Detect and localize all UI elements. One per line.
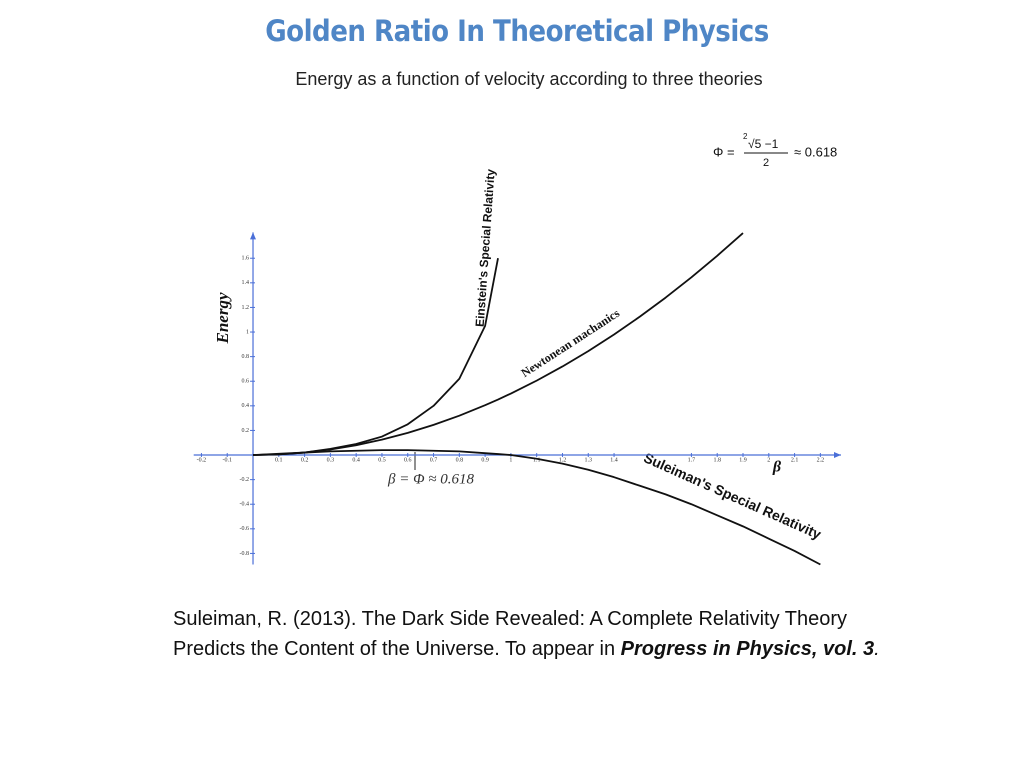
x-tick-label: 1.8 (713, 457, 721, 463)
x-tick-label: 1 (509, 457, 512, 463)
x-axis-label: β (772, 459, 782, 476)
formula: Φ = 2 √5 −1 2 ≈ 0.618 (713, 132, 837, 169)
x-tick-label: 1.7 (688, 457, 696, 463)
curve (252, 232, 744, 456)
x-tick-label: 1.2 (559, 457, 567, 463)
x-tick-label: 1.1 (533, 457, 541, 463)
x-tick-label: 0.5 (378, 457, 386, 463)
phi-annotation: β = Φ ≈ 0.618 (387, 471, 474, 487)
formula-rhs: ≈ 0.618 (794, 144, 837, 159)
x-tick-label: 0.6 (404, 457, 412, 463)
x-tick-label: -0.2 (197, 457, 207, 463)
x-tick-label: 0.2 (301, 457, 309, 463)
y-tick-label: 0.4 (242, 403, 250, 409)
curve (252, 449, 821, 566)
y-tick-label: 0.6 (242, 379, 250, 385)
y-tick-label: 1.2 (242, 305, 250, 311)
citation: Suleiman, R. (2013). The Dark Side Revea… (173, 604, 913, 664)
y-tick-label: 1.6 (242, 256, 250, 262)
y-axis-label: Energy (213, 292, 232, 344)
x-tick-label: 1.3 (585, 457, 593, 463)
chart-title: Energy as a function of velocity accordi… (295, 69, 762, 89)
y-tick-label: -0.8 (240, 551, 250, 557)
formula-numerator: √5 −1 (748, 137, 779, 151)
citation-end: . (874, 638, 880, 660)
x-tick-label: 0.4 (352, 457, 360, 463)
x-tick-label: 0.8 (456, 457, 464, 463)
x-tick-label: 0.7 (430, 457, 438, 463)
citation-journal: Progress in Physics, vol. 3 (620, 638, 875, 660)
y-tick-label: -0.2 (240, 477, 250, 483)
x-tick-label: 1.4 (610, 457, 618, 463)
y-tick-label: 1 (246, 329, 249, 335)
curve (252, 258, 499, 456)
y-tick-label: 1.4 (242, 280, 250, 286)
formula-denominator: 2 (763, 157, 769, 169)
curve-label: Einstein's Special Relativity (473, 168, 498, 327)
x-tick-label: 2.2 (817, 457, 825, 463)
y-tick-label: 0.8 (242, 354, 250, 360)
x-tick-label: 0.9 (481, 457, 489, 463)
y-tick-label: -0.6 (240, 526, 250, 532)
y-tick-label: 0.2 (242, 428, 250, 434)
curve-label: Newtonean machanics (519, 306, 623, 380)
slide-title: Golden Ratio In Theoretical Physics (265, 14, 769, 48)
x-axis-arrow (834, 452, 841, 459)
citation-text: Suleiman, R. (2013). The Dark Side Revea… (173, 608, 848, 660)
x-tick-label: 2 (767, 457, 770, 463)
x-tick-label: 2.1 (791, 457, 799, 463)
x-tick-label: 0.1 (275, 457, 283, 463)
x-tick-label: -0.1 (222, 457, 232, 463)
y-tick-label: -0.4 (240, 502, 250, 508)
formula-root-index: 2 (743, 132, 748, 141)
x-tick-label: 1.9 (739, 457, 747, 463)
formula-lhs: Φ = (713, 144, 735, 159)
x-tick-label: 0.3 (327, 457, 335, 463)
y-axis-arrow (250, 232, 257, 240)
